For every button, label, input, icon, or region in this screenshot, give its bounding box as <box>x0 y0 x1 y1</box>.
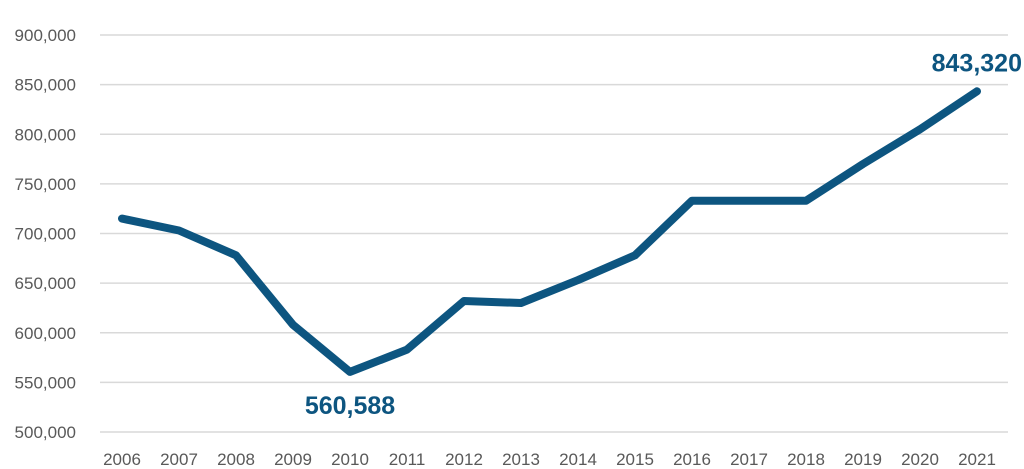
data-label: 843,320 <box>932 49 1022 77</box>
x-tick-label: 2015 <box>616 450 654 469</box>
series-layer <box>118 87 981 376</box>
y-tick-label: 900,000 <box>15 26 76 45</box>
x-tick-label: 2018 <box>787 450 825 469</box>
x-tick-label: 2012 <box>445 450 483 469</box>
y-tick-label: 500,000 <box>15 423 76 442</box>
x-tick-label: 2020 <box>901 450 939 469</box>
y-tick-label: 750,000 <box>15 175 76 194</box>
x-tick-label: 2014 <box>559 450 597 469</box>
x-tick-label: 2017 <box>730 450 768 469</box>
x-tick-label: 2006 <box>103 450 141 469</box>
data-label: 560,588 <box>305 392 395 420</box>
gridlines <box>100 34 1008 433</box>
x-tick-label: 2021 <box>958 450 996 469</box>
y-tick-label: 850,000 <box>15 76 76 95</box>
y-tick-label: 650,000 <box>15 274 76 293</box>
y-tick-label: 600,000 <box>15 324 76 343</box>
x-tick-label: 2016 <box>673 450 711 469</box>
x-tick-label: 2010 <box>331 450 369 469</box>
x-tick-label: 2009 <box>274 450 312 469</box>
x-tick-label: 2011 <box>389 450 426 469</box>
y-tick-label: 800,000 <box>15 125 76 144</box>
x-axis-ticks: 2006 2007 2008 2009 2010 2011 2012 2013 2014 2015… <box>103 450 996 469</box>
series-line <box>118 87 981 376</box>
x-tick-label: 2007 <box>160 450 198 469</box>
x-tick-label: 2013 <box>502 450 540 469</box>
y-tick-label: 700,000 <box>15 225 76 244</box>
x-tick-label: 2008 <box>217 450 255 469</box>
x-tick-label: 2019 <box>844 450 882 469</box>
y-tick-label: 550,000 <box>15 373 76 392</box>
annotations: 560,588 843,320 <box>305 49 1022 420</box>
y-axis-ticks: 500,000 550,000 600,000 650,000 700,000 750,0… <box>15 26 76 442</box>
